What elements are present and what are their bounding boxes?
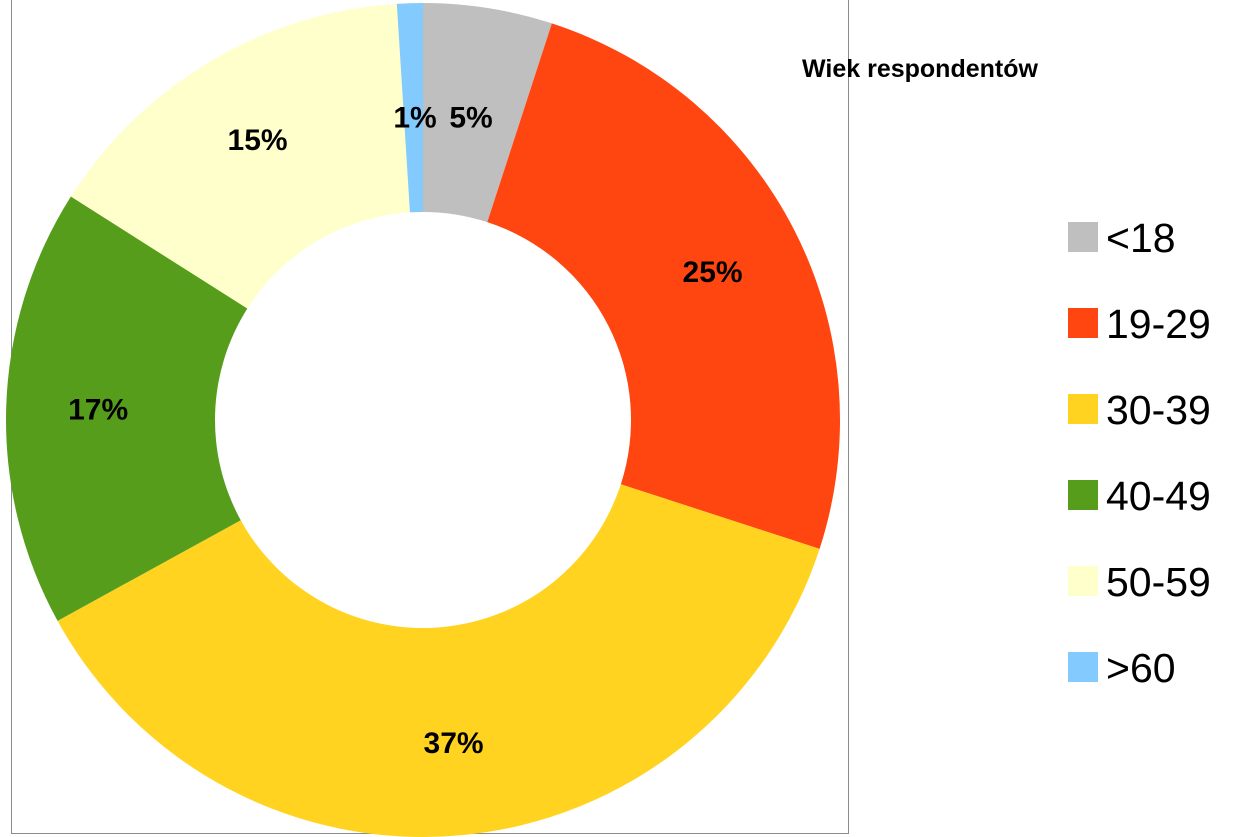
slice-50-59	[70, 3, 410, 309]
slice-<18	[423, 3, 552, 223]
slice-30-39	[57, 484, 820, 837]
slice-label-19-29: 25%	[683, 256, 743, 289]
chart-slices	[6, 3, 841, 837]
legend-label-19-29: 19-29	[1106, 301, 1211, 347]
legend-label-40-49: 40-49	[1106, 473, 1211, 519]
legend-swatch-50-59	[1068, 566, 1098, 596]
slice-label-50-59: 15%	[228, 124, 288, 157]
legend-label-50-59: 50-59	[1106, 559, 1211, 605]
legend-swatch-19-29	[1068, 308, 1098, 338]
chart-legend: <18 19-29 30-39 40-49 50-59 >60	[1068, 215, 1211, 691]
legend-label-30-39: 30-39	[1106, 387, 1211, 433]
legend-label-<18: <18	[1106, 215, 1176, 261]
slice-label-<18: 5%	[449, 102, 492, 135]
slice-40-49	[6, 196, 248, 621]
chart-title: Wiek respondentów	[802, 55, 1038, 83]
slice-label->60: 1%	[393, 102, 436, 135]
legend-swatch-30-39	[1068, 394, 1098, 424]
slice-19-29	[487, 23, 841, 549]
legend-label->60: >60	[1106, 645, 1176, 691]
legend-swatch->60	[1068, 652, 1098, 682]
slice->60	[396, 3, 423, 213]
chart-slice-labels: 5% 25% 37% 17% 15% 1%	[68, 102, 742, 761]
slice-label-40-49: 17%	[68, 393, 128, 426]
slice-label-30-39: 37%	[424, 727, 484, 760]
legend-swatch-40-49	[1068, 480, 1098, 510]
legend-swatch-<18	[1068, 222, 1098, 252]
